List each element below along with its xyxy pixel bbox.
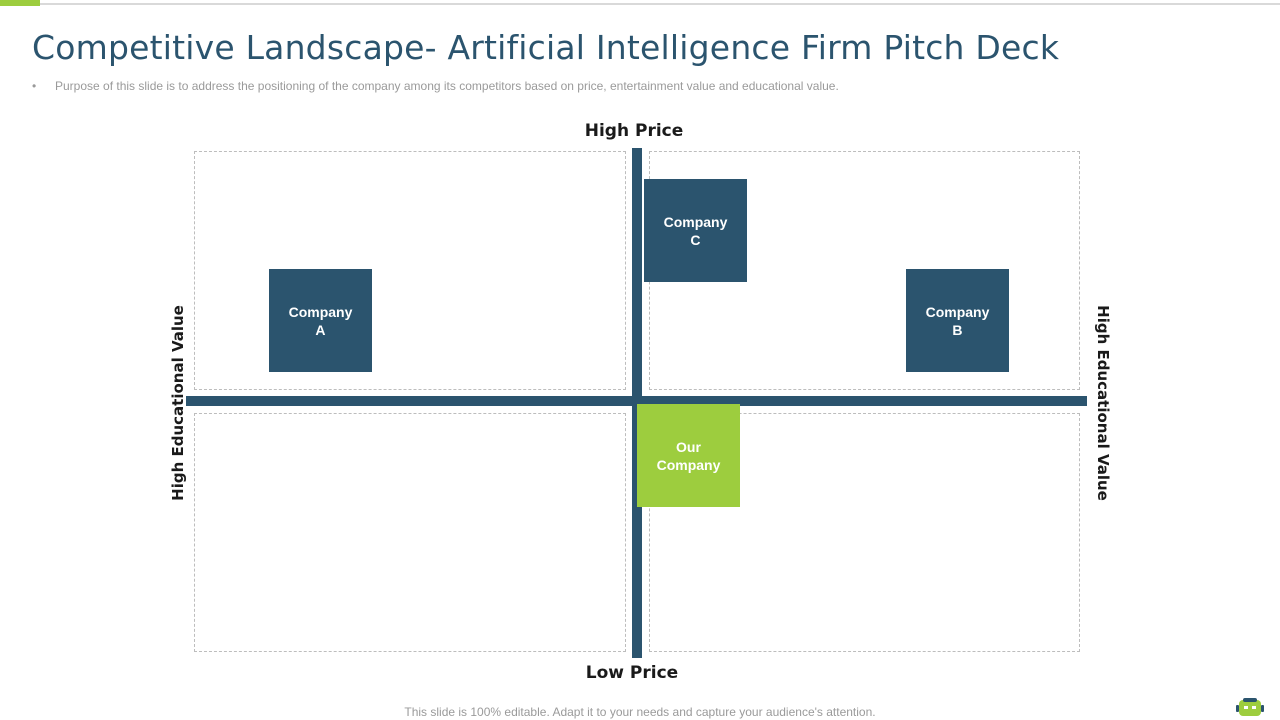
page-title: Competitive Landscape- Artificial Intell… <box>32 28 1060 67</box>
slide-purpose-bullet: • Purpose of this slide is to address the… <box>32 79 839 93</box>
robot-logo-icon <box>1236 698 1264 716</box>
our-company-line1: Our <box>676 438 701 455</box>
footer-note: This slide is 100% editable. Adapt it to… <box>404 705 876 719</box>
company-a-name: Company <box>288 303 353 320</box>
bullet-dot: • <box>32 79 37 93</box>
top-accent-bar <box>0 0 40 6</box>
company-b-name: Company <box>925 303 990 320</box>
axis-label-top: High Price <box>584 121 684 141</box>
quadrant-top-left <box>194 151 626 390</box>
company-c-box: Company C <box>644 179 747 282</box>
company-c-letter: C <box>690 231 701 248</box>
quadrant-bottom-right <box>649 413 1080 652</box>
our-company-line2: Company <box>656 456 721 473</box>
our-company-box: Our Company <box>637 404 740 507</box>
top-rule <box>0 3 1280 5</box>
axis-label-right: High Educational Value <box>1094 305 1112 501</box>
company-b-box: Company B <box>906 269 1009 372</box>
company-a-letter: A <box>315 321 326 338</box>
horizontal-axis <box>186 396 1087 406</box>
slide-purpose-text: Purpose of this slide is to address the … <box>55 79 839 93</box>
company-b-letter: B <box>952 321 963 338</box>
quadrant-bottom-left <box>194 413 626 652</box>
company-a-box: Company A <box>269 269 372 372</box>
company-c-name: Company <box>663 213 728 230</box>
axis-label-bottom: Low Price <box>585 663 679 683</box>
axis-label-left: High Educational Value <box>169 305 187 501</box>
